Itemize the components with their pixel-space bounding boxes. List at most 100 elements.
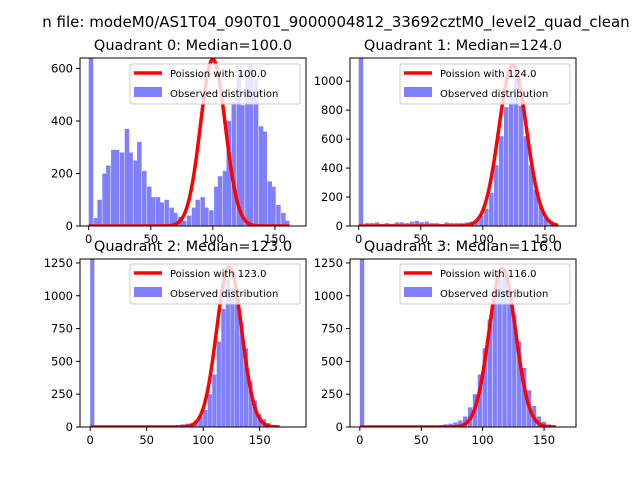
axes: 0 50 100 150 0 250 500 750 1000 1250 [44,256,307,447]
histogram-bar [267,181,272,226]
y-tick-label: 750 [321,322,343,336]
y-tick-label: 500 [51,354,73,368]
legend-observed-swatch [134,287,162,297]
histogram-bar [111,149,116,226]
histogram-bar [512,315,517,427]
legend: Poission with 116.0 Observed distributio… [399,263,571,305]
histogram-bar [147,186,152,226]
histogram-bar [124,128,130,226]
histogram-bar [195,199,200,226]
histogram-bar [489,192,494,226]
histogram-bar [258,126,264,226]
y-tick-label: 200 [321,190,343,204]
legend-box [399,63,571,105]
legend-poisson-label: Poission with 100.0 [170,69,266,80]
axes-frame [79,258,307,428]
histogram-bar [248,381,253,427]
histogram-bar [93,218,99,226]
histogram-bar [226,121,231,226]
histogram-bar [409,221,415,226]
histogram-bar [230,287,235,427]
histogram-bar [245,76,250,226]
y-tick-label: 0 [336,219,343,233]
subplot-title: Quadrant 2: Median=123.0 [94,239,292,255]
histogram-bar [262,131,268,226]
histogram-bar [239,322,244,427]
y-tick-label: 250 [321,387,343,401]
histogram-bar [453,422,458,427]
histogram-bar [487,319,492,427]
histogram-bar [253,79,259,226]
histogram-bar [517,341,522,427]
histogram-bar [419,222,425,226]
histogram-bar [252,400,258,427]
histogram-bar [97,199,102,226]
y-tick-label: 0 [336,420,343,434]
y-tick-label: 800 [321,103,343,117]
x-tick-label: 100 [192,433,214,447]
x-tick-label: 100 [472,433,494,447]
y-tick-label: 1250 [44,256,73,270]
y-tick-label: 500 [321,354,343,368]
histogram-bar [521,367,527,427]
legend-observed-swatch [404,287,432,297]
y-tick-label: 1000 [314,74,343,88]
y-tick-label: 1250 [314,256,343,270]
subplot-title: Quadrant 1: Median=124.0 [364,38,562,54]
histogram-bar [102,173,107,226]
histogram-bar [424,221,429,226]
histogram-bar [234,295,239,427]
legend-box [129,263,301,305]
histogram-bar [137,142,142,226]
histogram-bar [169,207,174,226]
y-tick-label: 400 [321,161,343,175]
y-tick-label: 0 [66,219,73,233]
histogram-bar [507,289,512,427]
histogram-bar [216,341,221,427]
x-tick-label: 100 [202,232,224,246]
histogram-bar [200,197,205,226]
histogram-bar [358,58,364,226]
x-tick-label: 0 [356,433,363,447]
axes-frame [349,258,577,428]
histogram-bar [528,165,534,226]
histogram-bar [492,295,497,427]
histogram-bar [497,280,502,427]
histogram-bar [204,207,209,226]
histogram-bar [533,189,539,226]
histogram-bar [374,222,380,226]
histogram-bar [198,416,203,427]
y-tick-label: 0 [66,420,73,434]
x-tick-label: 50 [139,433,154,447]
histogram-bar [133,160,138,226]
y-tick-label: 250 [51,387,73,401]
figure-suptitle: n file: modeM0/AS1T04_090T01_9000004812_… [42,13,629,32]
histogram-bar [181,220,187,226]
poisson-line [358,266,557,427]
histogram-bar [477,374,483,427]
y-tick-label: 600 [321,132,343,146]
subplot-quadrant-2: 0 50 100 150 0 250 500 750 1000 1250 Poission wit… [44,239,307,447]
legend-observed-label: Observed distribution [440,89,548,100]
histogram-bar [538,205,544,226]
subplot-quadrant-1: 0 50 100 150 0 200 400 600 800 1000 Poission with… [314,38,577,246]
y-tick-label: 400 [51,114,73,128]
x-tick-label: 100 [472,232,494,246]
histogram-bar [499,136,504,226]
x-tick-label: 50 [143,232,158,246]
histogram-bar [217,176,223,226]
histogram-bar [240,105,245,226]
histogram-bar [479,215,484,226]
histogram-bar [399,222,405,226]
histogram-bar [518,105,524,226]
histogram-bars [88,58,290,226]
histogram-bars [90,259,280,427]
subplot-title: Quadrant 0: Median=100.0 [94,38,292,54]
histogram-bar [484,208,489,226]
legend: Poission with 100.0 Observed distributio… [129,63,301,105]
histogram-bar [276,205,281,226]
legend-observed-label: Observed distribution [170,89,278,100]
axes: 0 50 100 150 0 200 400 600 [51,57,307,246]
legend-observed-swatch [404,87,432,97]
